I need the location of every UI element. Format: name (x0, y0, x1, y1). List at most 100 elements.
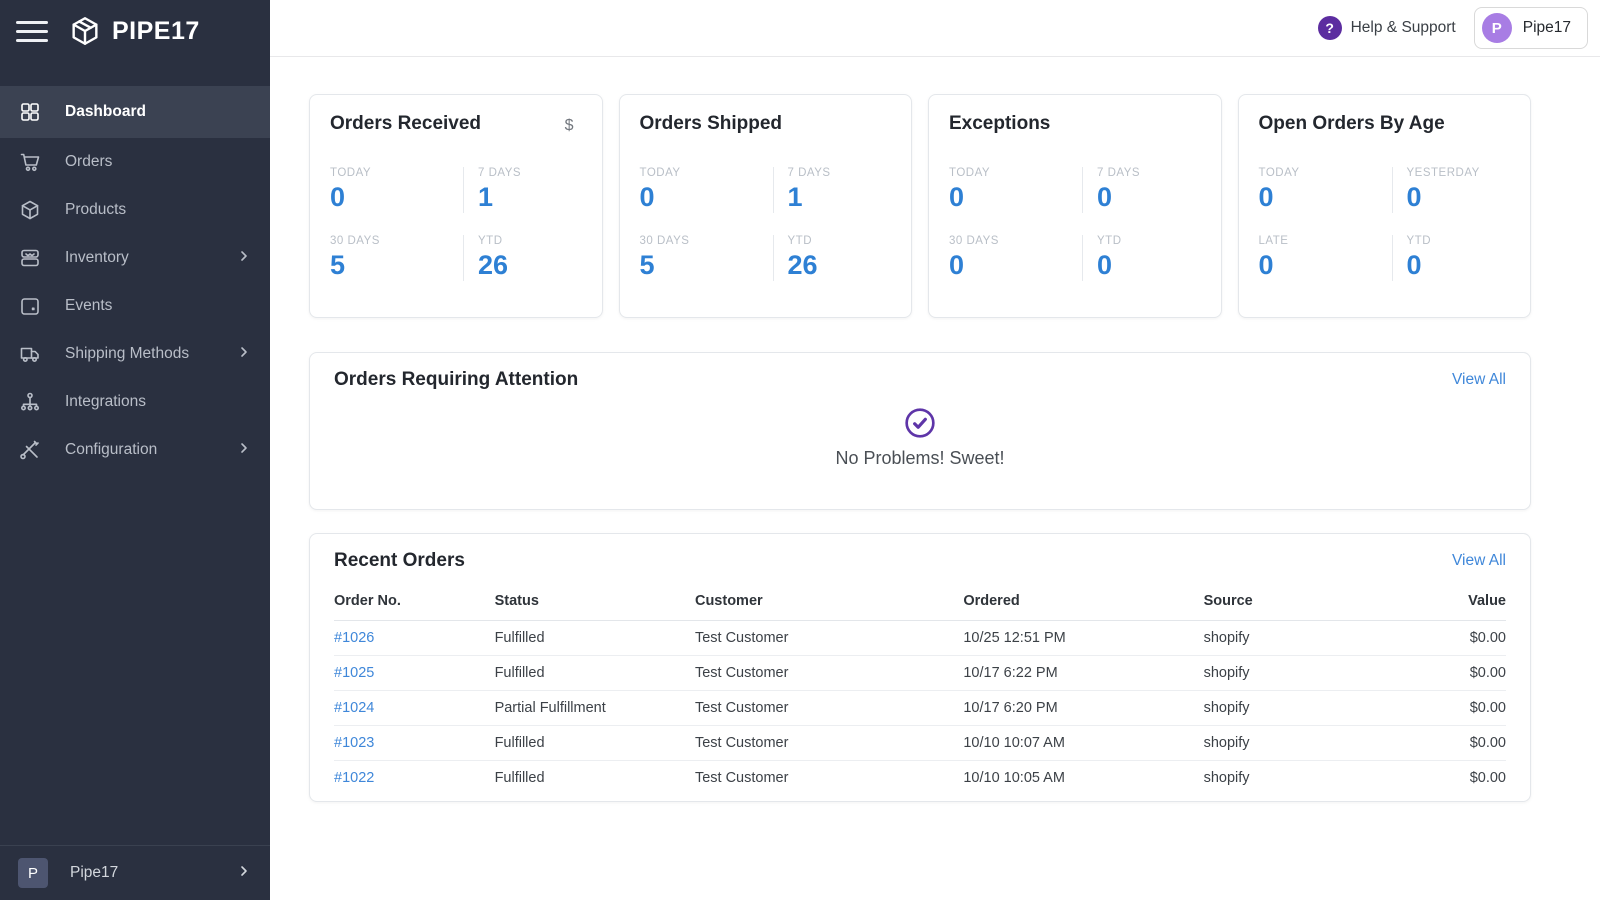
orders-requiring-attention-panel: Orders Requiring Attention View All No P… (309, 352, 1531, 510)
order-status: Fulfilled (494, 620, 695, 656)
sidebar-item-label: Products (65, 201, 127, 218)
order-date: 10/17 6:20 PM (963, 690, 1204, 726)
sidebar-item-label: Dashboard (65, 103, 146, 120)
panel-title: Recent Orders (334, 550, 465, 571)
order-customer: Test Customer (694, 725, 964, 761)
col-value: Value (1367, 582, 1506, 621)
dollar-icon[interactable]: $ (564, 117, 574, 134)
stat-today: TODAY 0 (949, 167, 991, 212)
table-row: #1023 Fulfilled Test Customer 10/10 10:0… (334, 725, 1506, 761)
card-title: Orders Received (330, 113, 482, 134)
sidebar-item-configuration[interactable]: Configuration (0, 426, 270, 474)
cart-icon (18, 150, 42, 174)
tools-icon (18, 438, 42, 462)
sidebar: PIPE17 Dashboard Orders Products (0, 0, 270, 900)
sidebar-item-inventory[interactable]: Inventory (0, 234, 270, 282)
sidebar-item-label: Configuration (65, 441, 158, 458)
order-date: 10/17 6:22 PM (963, 655, 1204, 691)
sidebar-item-products[interactable]: Products (0, 186, 270, 234)
truck-icon (18, 342, 42, 366)
sidebar-item-label: Integrations (65, 393, 146, 410)
stat-7days: 7 DAYS 0 (1082, 167, 1201, 213)
grid-icon (18, 100, 42, 124)
chevron-right-icon (236, 344, 252, 365)
order-source: shopify (1203, 690, 1368, 726)
stat-30days: 30 DAYS 0 (949, 235, 999, 280)
recent-orders-view-all-link[interactable]: View All (1452, 552, 1506, 569)
recent-orders-table: Order No. Status Customer Ordered Source… (334, 582, 1506, 795)
col-source: Source (1203, 582, 1368, 621)
stat-today: TODAY 0 (330, 167, 372, 212)
help-icon: ? (1317, 16, 1342, 40)
order-status: Fulfilled (494, 770, 545, 786)
stat-yesterday: YESTERDAY 0 (1391, 167, 1511, 213)
order-status: Partial Fulfillment (494, 690, 695, 726)
col-order-no: Order No. (334, 582, 495, 621)
order-date: 10/10 10:05 AM (963, 770, 1065, 786)
package-logo-icon (72, 17, 98, 45)
sidebar-item-label: Orders (65, 153, 113, 170)
box-icon (18, 198, 42, 222)
sidebar-item-dashboard[interactable]: Dashboard (0, 86, 270, 138)
table-row: #1026 Fulfilled Test Customer 10/25 12:5… (334, 620, 1506, 656)
account-menu-button[interactable]: P Pipe17 (1473, 7, 1588, 49)
stat-cards-row: Orders Received $ TODAY 0 7 DAYS 1 (309, 94, 1531, 318)
order-customer: Test Customer (694, 770, 789, 786)
col-ordered: Ordered (963, 582, 1204, 621)
stat-7days: 7 DAYS 1 (772, 167, 892, 213)
order-link[interactable]: #1025 (334, 665, 375, 681)
account-label: Pipe17 (70, 864, 119, 881)
card-orders-shipped: Orders Shipped TODAY 0 7 DAYS 1 30 DAYS (618, 94, 912, 318)
order-source: shopify (1203, 620, 1368, 656)
stat-30days: 30 DAYS 5 (639, 235, 690, 280)
sidebar-item-integrations[interactable]: Integrations (0, 378, 270, 426)
sidebar-item-events[interactable]: Events (0, 282, 270, 330)
order-value: $0.00 (1367, 725, 1506, 761)
stat-today: TODAY 0 (639, 167, 681, 212)
col-customer: Customer (694, 582, 964, 621)
sidebar-item-orders[interactable]: Orders (0, 138, 270, 186)
order-value: $0.00 (1367, 690, 1506, 726)
order-link[interactable]: #1023 (334, 735, 375, 751)
calendar-icon (18, 294, 42, 318)
card-open-orders-by-age: Open Orders By Age TODAY 0 YESTERDAY 0 L… (1237, 94, 1531, 318)
order-value: $0.00 (1367, 620, 1506, 656)
col-status: Status (494, 582, 695, 621)
attention-view-all-link[interactable]: View All (1452, 371, 1506, 388)
order-value: $0.00 (1469, 770, 1506, 786)
stat-ytd: YTD 26 (772, 235, 892, 281)
table-row: #1025 Fulfilled Test Customer 10/17 6:22… (334, 655, 1506, 691)
logo-text: PIPE17 (112, 16, 200, 45)
chevron-right-icon (236, 248, 252, 269)
recent-orders-panel: Recent Orders View All Order No. Status … (309, 533, 1531, 802)
order-status: Fulfilled (494, 725, 695, 761)
table-row: #1024 Partial Fulfillment Test Customer … (334, 690, 1506, 726)
order-source: shopify (1203, 770, 1250, 786)
card-title: Open Orders By Age (1258, 113, 1445, 134)
sidebar-account[interactable]: P Pipe17 (0, 845, 270, 900)
dashboard-content: Orders Received $ TODAY 0 7 DAYS 1 (270, 57, 1600, 802)
sidebar-item-shipping-methods[interactable]: Shipping Methods (0, 330, 270, 378)
order-link[interactable]: #1026 (334, 630, 375, 646)
table-header-row: Order No. Status Customer Ordered Source… (334, 582, 1506, 621)
order-date: 10/25 12:51 PM (963, 620, 1204, 656)
sidebar-item-label: Inventory (65, 249, 129, 266)
sitemap-icon (18, 390, 42, 414)
sidebar-top: PIPE17 (0, 0, 270, 62)
chevron-right-icon (236, 863, 252, 884)
account-avatar: P (1481, 13, 1512, 43)
panel-title: Orders Requiring Attention (334, 369, 579, 390)
order-date: 10/10 10:07 AM (963, 725, 1204, 761)
main-area: ? Help & Support P Pipe17 Orders Receive… (270, 0, 1600, 900)
help-support-button[interactable]: ? Help & Support (1317, 16, 1456, 40)
sidebar-item-label: Events (65, 297, 113, 314)
chevron-right-icon (236, 440, 252, 461)
order-link[interactable]: #1024 (334, 700, 375, 716)
card-exceptions: Exceptions TODAY 0 7 DAYS 0 30 DAYS (928, 94, 1222, 318)
order-status: Fulfilled (494, 655, 695, 691)
layers-icon (18, 246, 42, 270)
order-link[interactable]: #1022 (334, 770, 375, 786)
account-name: Pipe17 (1522, 19, 1571, 36)
hamburger-menu-icon[interactable] (16, 19, 48, 43)
sidebar-item-label: Shipping Methods (65, 345, 190, 362)
